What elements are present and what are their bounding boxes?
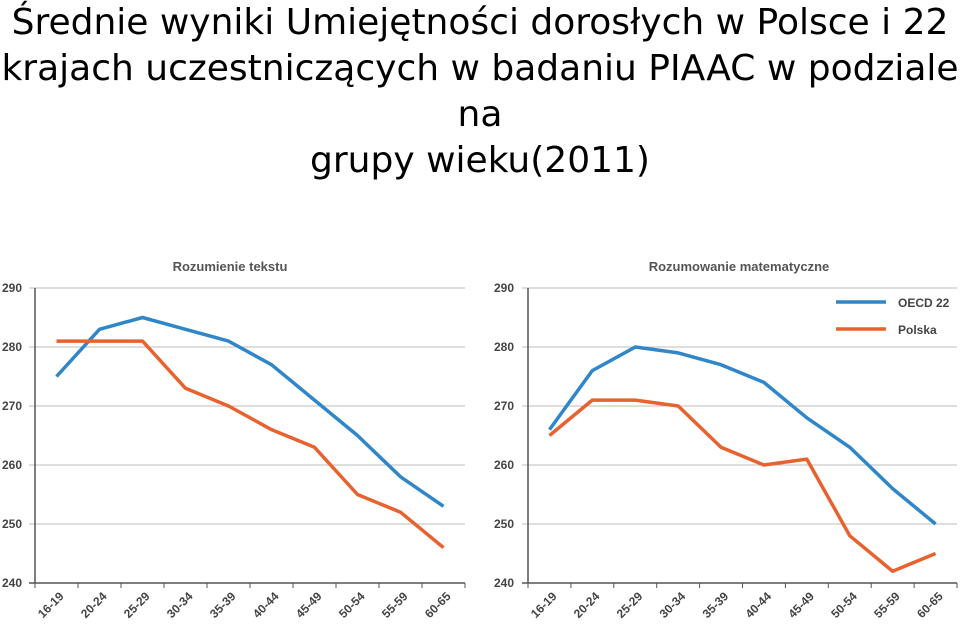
x-tick-label: 35-39 <box>700 589 732 621</box>
y-tick-label: 280 <box>2 340 22 354</box>
y-tick-label: 240 <box>2 576 22 590</box>
x-tick-label: 60-65 <box>914 589 946 621</box>
x-tick-label: 45-49 <box>293 589 325 621</box>
chart-reading: Rozumienie tekstu 240 250 260 270 280 290 16-19… <box>2 259 466 621</box>
x-tick-label: 50-54 <box>336 589 368 621</box>
x-tick-label: 40-44 <box>742 589 774 621</box>
x-tick-label: 50-54 <box>828 589 860 621</box>
chart-math: Rozumowanie matematyczne 240 250 260 270 280 2… <box>494 259 958 621</box>
x-tick-label: 35-39 <box>207 589 239 621</box>
y-tick-label: 260 <box>494 458 514 472</box>
series-line-oecd <box>548 345 937 526</box>
slide-title: Średnie wyniki Umiejętności dorosłych w … <box>0 0 960 184</box>
x-tick-label: 25-29 <box>121 589 153 621</box>
y-tick-label: 250 <box>494 517 514 531</box>
y-tick-label: 280 <box>494 340 514 354</box>
series-line-polska <box>56 339 445 549</box>
x-tick-label: 20-24 <box>571 589 603 621</box>
x-tick-label: 30-34 <box>164 589 196 621</box>
y-tick-label: 270 <box>494 399 514 413</box>
series-line-polska <box>548 398 937 573</box>
y-tick-label: 250 <box>2 517 22 531</box>
x-tick-label: 60-65 <box>422 589 454 621</box>
y-tick-label: 270 <box>2 399 22 413</box>
title-line-3: grupy wieku(2011) <box>310 140 650 181</box>
series-line-oecd <box>55 315 445 508</box>
x-tick-label: 30-34 <box>657 589 689 621</box>
chart-title: Rozumienie tekstu <box>173 259 288 274</box>
y-tick-label: 260 <box>2 458 22 472</box>
title-line-1: Średnie wyniki Umiejętności dorosłych w … <box>11 2 949 43</box>
x-tick-label: 25-29 <box>614 589 646 621</box>
x-tick-label: 20-24 <box>78 589 110 621</box>
legend-label-polska: Polska <box>898 323 937 337</box>
y-tick-label: 290 <box>494 281 514 295</box>
chart-title: Rozumowanie matematyczne <box>649 259 830 274</box>
x-tick-label: 16-19 <box>528 589 560 621</box>
legend-label-oecd: OECD 22 <box>898 296 950 310</box>
y-tick-label: 240 <box>494 576 514 590</box>
x-tick-label: 45-49 <box>785 589 817 621</box>
y-tick-label: 290 <box>2 281 22 295</box>
x-tick-label: 55-59 <box>871 589 903 621</box>
x-tick-label: 55-59 <box>379 589 411 621</box>
x-tick-label: 16-19 <box>35 589 67 621</box>
x-tick-label: 40-44 <box>250 589 282 621</box>
title-line-2: krajach uczestniczących w badaniu PIAAC … <box>1 48 959 135</box>
